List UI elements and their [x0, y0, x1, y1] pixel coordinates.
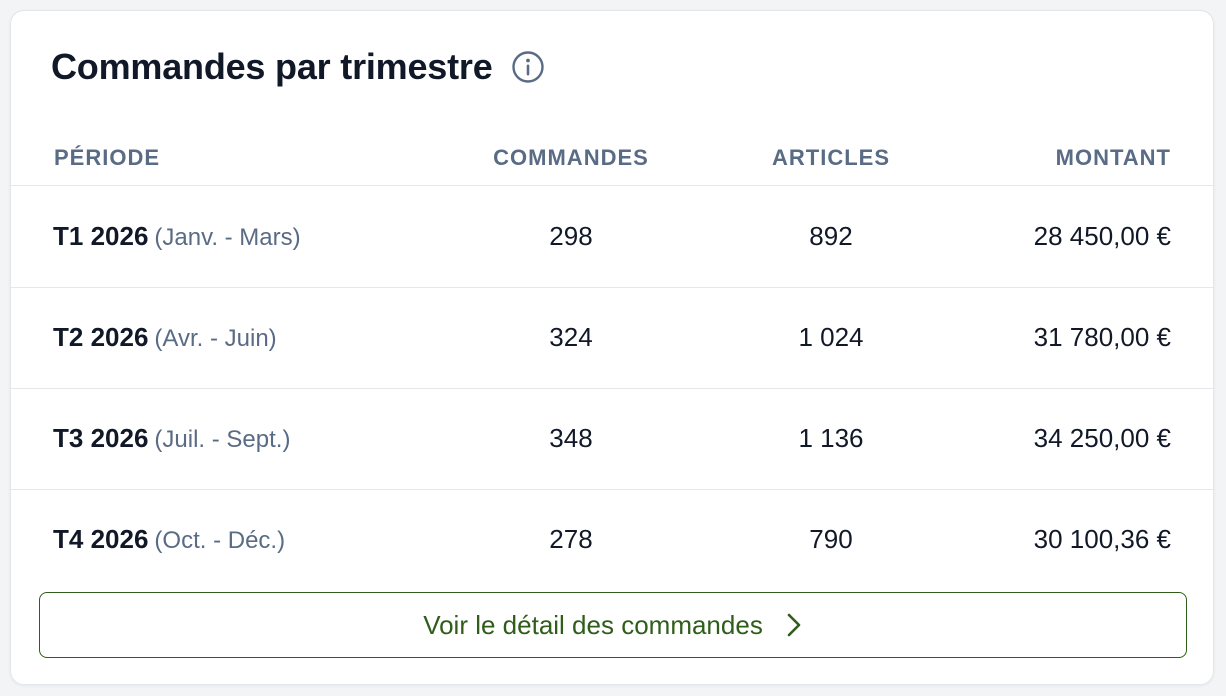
- period-label: T2 2026: [53, 322, 149, 352]
- period-range: (Oct. - Déc.): [154, 527, 286, 554]
- items-cell: 790: [809, 524, 853, 554]
- column-header-period[interactable]: PÉRIODE: [54, 145, 161, 170]
- table-row[interactable]: T3 2026 (Juil. - Sept.) 348 1 136 34 250,…: [11, 388, 1213, 490]
- table-row[interactable]: T4 2026 (Oct. - Déc.) 278 790 30 100,36 €: [11, 489, 1213, 590]
- amount-cell: 28 450,00 €: [1033, 221, 1171, 251]
- period-range: (Janv. - Mars): [154, 224, 301, 251]
- chevron-right-icon: [785, 612, 803, 638]
- orders-cell: 324: [549, 322, 593, 352]
- period-cell: T1 2026 (Janv. - Mars): [53, 219, 301, 255]
- items-cell: 892: [809, 221, 853, 251]
- column-header-orders[interactable]: COMMANDES: [493, 145, 649, 170]
- view-order-details-label: Voir le détail des commandes: [423, 609, 763, 640]
- amount-cell: 30 100,36 €: [1033, 524, 1171, 554]
- period-label: T3 2026: [53, 423, 149, 453]
- orders-by-quarter-card: Commandes par trimestre PÉRIODE COMMANDE…: [10, 10, 1214, 685]
- period-label: T4 2026: [53, 524, 149, 554]
- period-cell: T4 2026 (Oct. - Déc.): [53, 522, 285, 558]
- column-header-amount[interactable]: MONTANT: [1055, 145, 1171, 170]
- period-cell: T3 2026 (Juil. - Sept.): [53, 421, 290, 457]
- items-cell: 1 024: [798, 322, 864, 352]
- view-order-details-button[interactable]: Voir le détail des commandes: [39, 592, 1187, 658]
- period-label: T1 2026: [53, 221, 149, 251]
- period-range: (Juil. - Sept.): [154, 426, 291, 453]
- items-cell: 1 136: [798, 423, 864, 453]
- orders-cell: 298: [549, 221, 593, 251]
- orders-cell: 348: [549, 423, 593, 453]
- card-title: Commandes par trimestre: [51, 46, 493, 87]
- orders-cell: 278: [549, 524, 593, 554]
- table-header-row: PÉRIODE COMMANDES ARTICLES MONTANT: [11, 121, 1213, 186]
- table-row[interactable]: T1 2026 (Janv. - Mars) 298 892 28 450,00 …: [11, 186, 1213, 288]
- table-row[interactable]: T2 2026 (Avr. - Juin) 324 1 024 31 780,00…: [11, 287, 1213, 389]
- card-header: Commandes par trimestre: [51, 45, 545, 89]
- info-icon[interactable]: [511, 50, 545, 84]
- period-range: (Avr. - Juin): [154, 325, 277, 352]
- period-cell: T2 2026 (Avr. - Juin): [53, 320, 277, 356]
- amount-cell: 34 250,00 €: [1033, 423, 1171, 453]
- amount-cell: 31 780,00 €: [1033, 322, 1171, 352]
- column-header-items[interactable]: ARTICLES: [772, 145, 890, 170]
